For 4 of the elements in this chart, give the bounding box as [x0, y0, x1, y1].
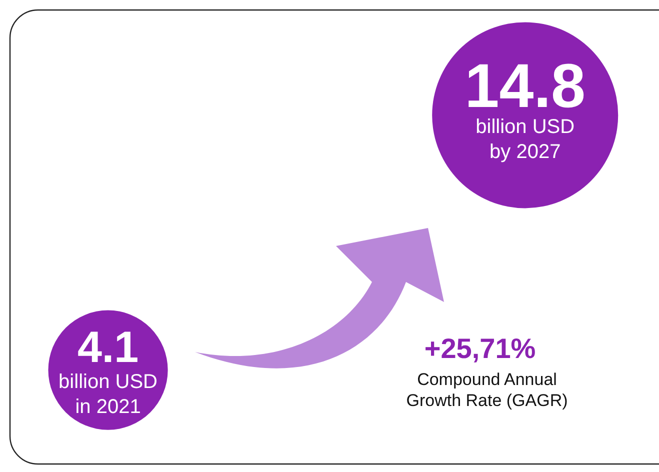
data-label: 4.1 [77, 323, 139, 372]
category-label: billion USD in 2021 [58, 371, 158, 418]
text: +25,71% [424, 333, 536, 364]
text: Compound Annual Growth Rate (GAGR) [406, 370, 568, 410]
